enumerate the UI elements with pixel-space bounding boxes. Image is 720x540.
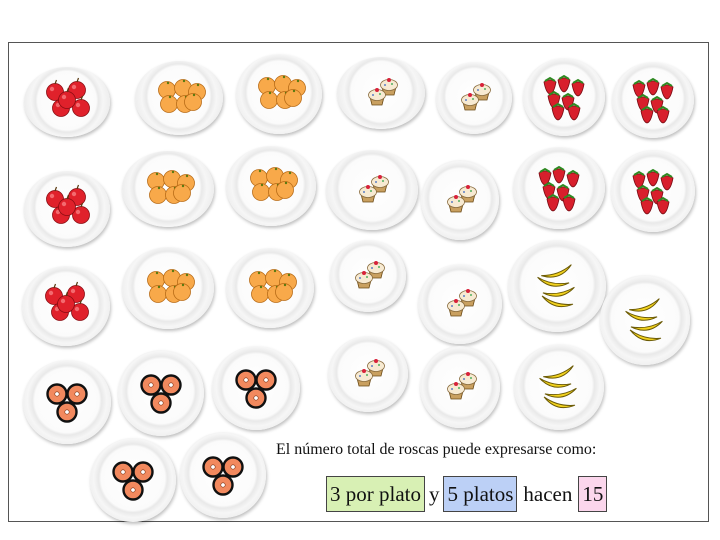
plate — [90, 438, 176, 522]
cupcake-icon — [355, 261, 385, 289]
orange-icon — [258, 75, 306, 109]
orange-icon — [158, 79, 206, 113]
cupcake-icon — [461, 83, 491, 111]
banana-icon — [537, 264, 575, 308]
banana-icon — [539, 365, 577, 409]
plate — [508, 240, 606, 332]
plate — [420, 346, 500, 428]
plate — [122, 247, 214, 329]
plate — [600, 275, 690, 365]
plate — [328, 336, 408, 412]
plate — [612, 62, 694, 138]
plate — [418, 264, 502, 344]
donut-icon — [46, 383, 88, 423]
plate — [337, 57, 425, 129]
orange-icon — [147, 170, 195, 204]
plate — [226, 248, 314, 328]
verb-text: hacen — [523, 481, 573, 506]
answer-line: 3 por plato y 5 platos hacen 15 — [326, 474, 608, 514]
cupcake-icon — [355, 359, 385, 387]
donut-icon — [140, 374, 182, 414]
plate — [611, 150, 695, 232]
apple-icon — [46, 184, 90, 224]
plate — [118, 350, 204, 436]
orange-icon — [147, 269, 195, 303]
plate — [236, 54, 322, 134]
plate — [23, 360, 111, 444]
plate — [135, 61, 223, 135]
plate — [421, 160, 499, 240]
plate — [513, 147, 605, 229]
strawberry-icon — [538, 165, 580, 212]
orange-icon — [250, 167, 298, 201]
cupcake-icon — [359, 175, 389, 203]
plate — [326, 150, 418, 230]
apple-icon — [46, 77, 90, 117]
plate — [24, 67, 110, 137]
total-box: 15 — [578, 476, 608, 512]
strawberry-icon — [543, 74, 585, 121]
donut-icon — [202, 456, 244, 496]
strawberry-icon — [632, 77, 674, 124]
donut-icon — [112, 461, 154, 501]
plate — [330, 240, 406, 312]
donut-icon — [235, 369, 277, 409]
plate — [180, 432, 266, 518]
plate — [122, 151, 214, 227]
cupcake-icon — [447, 289, 477, 317]
orange-icon — [249, 269, 297, 303]
plate — [523, 58, 605, 136]
plate — [226, 146, 316, 226]
plates-box: 5 platos — [443, 476, 518, 512]
plate — [212, 346, 300, 430]
per-plate-box: 3 por plato — [326, 476, 425, 512]
strawberry-icon — [632, 168, 674, 215]
connector-text: y — [428, 481, 440, 506]
cupcake-icon — [447, 185, 477, 213]
slide-frame — [8, 42, 709, 522]
plate — [22, 266, 110, 346]
cupcake-icon — [447, 372, 477, 400]
banana-icon — [625, 298, 663, 342]
plate — [24, 171, 110, 247]
plate — [514, 344, 604, 430]
plate — [436, 62, 512, 134]
question-text: El número total de roscas puede expresar… — [276, 441, 597, 458]
apple-icon — [45, 281, 89, 321]
cupcake-icon — [368, 78, 398, 106]
